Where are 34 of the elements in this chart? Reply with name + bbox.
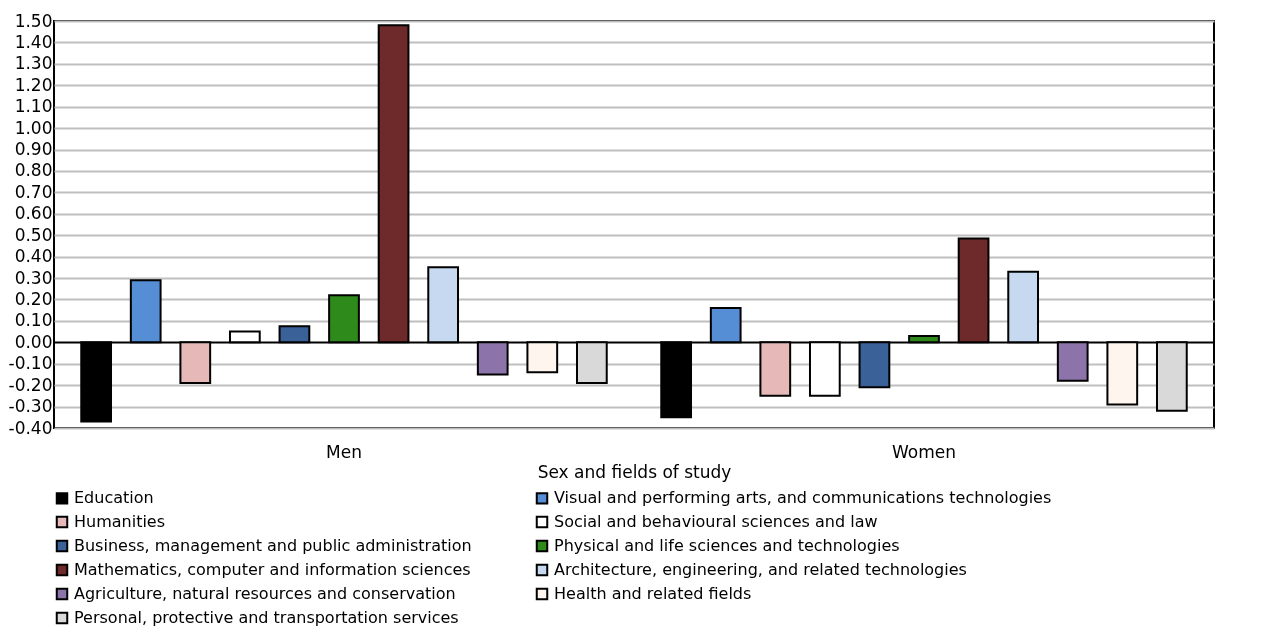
y-tick-label: 1.00 (14, 117, 53, 138)
legend-label: Physical and life sciences and technologies (554, 536, 900, 555)
y-tick-label: -0.10 (8, 353, 53, 374)
y-tick-label: 0.60 (14, 203, 53, 224)
legend-label: Social and behavioural sciences and law (554, 512, 878, 531)
y-tick-label: 0.40 (14, 246, 53, 267)
y-tick-label: 0.80 (14, 160, 53, 181)
legend-label: Agriculture, natural resources and conservation (74, 584, 456, 603)
y-tick-label: -0.20 (8, 374, 53, 395)
x-axis-title: Sex and fields of study (537, 461, 732, 482)
legend-label: Mathematics, computer and information sciences (74, 560, 471, 579)
y-tick-label: 1.50 (14, 10, 53, 31)
y-tick-label: 0.70 (14, 181, 53, 202)
legend-label: Personal, protective and transportation services (74, 608, 459, 627)
y-tick-label: 0.30 (14, 267, 53, 288)
y-tick-label: 1.40 (14, 31, 53, 52)
y-tick-label: 0.90 (14, 139, 53, 160)
x-tick-label: Women (891, 441, 957, 462)
y-tick-label: 1.30 (14, 53, 53, 74)
y-tick-label: 1.20 (14, 74, 53, 95)
y-tick-label: 1.10 (14, 96, 53, 117)
legend-label: Architecture, engineering, and related technologies (554, 560, 967, 579)
x-tick-label: Men (326, 441, 362, 462)
legend-label: Health and related fields (554, 584, 752, 603)
legend-label: Humanities (74, 512, 166, 531)
legend-label: Education (74, 488, 154, 508)
y-tick-label: -0.40 (8, 417, 53, 438)
y-tick-label: 0.50 (14, 224, 53, 245)
y-tick-label: 0.10 (14, 310, 53, 331)
y-tick-label: 0.20 (14, 288, 53, 309)
y-tick-label: -0.30 (8, 396, 53, 417)
y-tick-label: 0.00 (14, 331, 53, 352)
legend-label: Business, management and public administration (74, 536, 472, 555)
legend-label: Visual and performing arts, and communications technologies (554, 488, 1052, 508)
